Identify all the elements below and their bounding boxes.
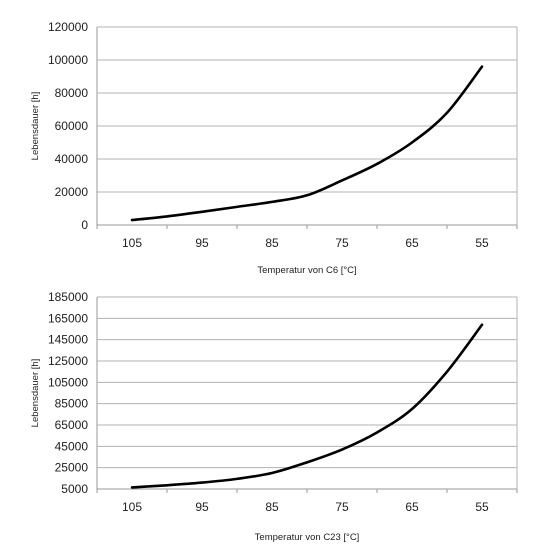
chart-c6-svg: 120000 100000 80000 60000 40000 20000 0 105 95 85… xyxy=(30,20,518,276)
x-tick-label: 95 xyxy=(195,236,209,250)
x-tick-label: 55 xyxy=(475,236,489,250)
y-axis-title: Lebensdauer [h] xyxy=(30,92,41,161)
x-tick-label: 65 xyxy=(405,236,419,250)
y-tick-label: 105000 xyxy=(48,375,88,389)
y-tick-label: 100000 xyxy=(48,53,88,67)
y-tick-label: 85000 xyxy=(55,397,89,411)
y-axis-title: Lebensdauer [h] xyxy=(30,359,41,428)
y-tick-label: 80000 xyxy=(55,86,89,100)
y-tick-label: 185000 xyxy=(48,290,88,304)
x-axis-title: Temperatur von C23 [°C] xyxy=(255,532,360,543)
y-tick-label: 45000 xyxy=(55,439,89,453)
y-tick-label: 60000 xyxy=(55,119,89,133)
y-tick-label: 5000 xyxy=(61,482,88,496)
x-tick-label: 55 xyxy=(475,500,489,514)
y-tick-label: 25000 xyxy=(55,461,89,475)
y-tick-label: 40000 xyxy=(55,152,89,166)
x-tick-label: 95 xyxy=(195,500,209,514)
series-line-0 xyxy=(130,65,484,222)
series-line-0 xyxy=(130,323,484,489)
x-tick-label: 105 xyxy=(122,500,142,514)
chart-c23: 185000 165000 145000 125000 105000 85000 65000… xyxy=(0,285,540,552)
chart-c6: 120000 100000 80000 60000 40000 20000 0 105 95 85… xyxy=(30,20,518,276)
x-tick-label: 65 xyxy=(405,500,419,514)
x-tick-label: 75 xyxy=(335,236,349,250)
y-tick-label: 20000 xyxy=(55,185,89,199)
y-tick-label: 125000 xyxy=(48,354,88,368)
x-tick-label: 85 xyxy=(265,500,279,514)
x-tick-label: 85 xyxy=(265,236,279,250)
x-tick-label: 105 xyxy=(122,236,142,250)
y-tick-label: 165000 xyxy=(48,311,88,325)
y-tick-label: 0 xyxy=(81,218,88,232)
x-tick-label: 75 xyxy=(335,500,349,514)
y-tick-label: 65000 xyxy=(55,418,89,432)
chart-c23-svg: 185000 165000 145000 125000 105000 85000 65000… xyxy=(30,290,518,543)
x-axis-title: Temperatur von C6 [°C] xyxy=(257,265,356,276)
y-tick-label: 120000 xyxy=(48,20,88,34)
y-tick-label: 145000 xyxy=(48,333,88,347)
